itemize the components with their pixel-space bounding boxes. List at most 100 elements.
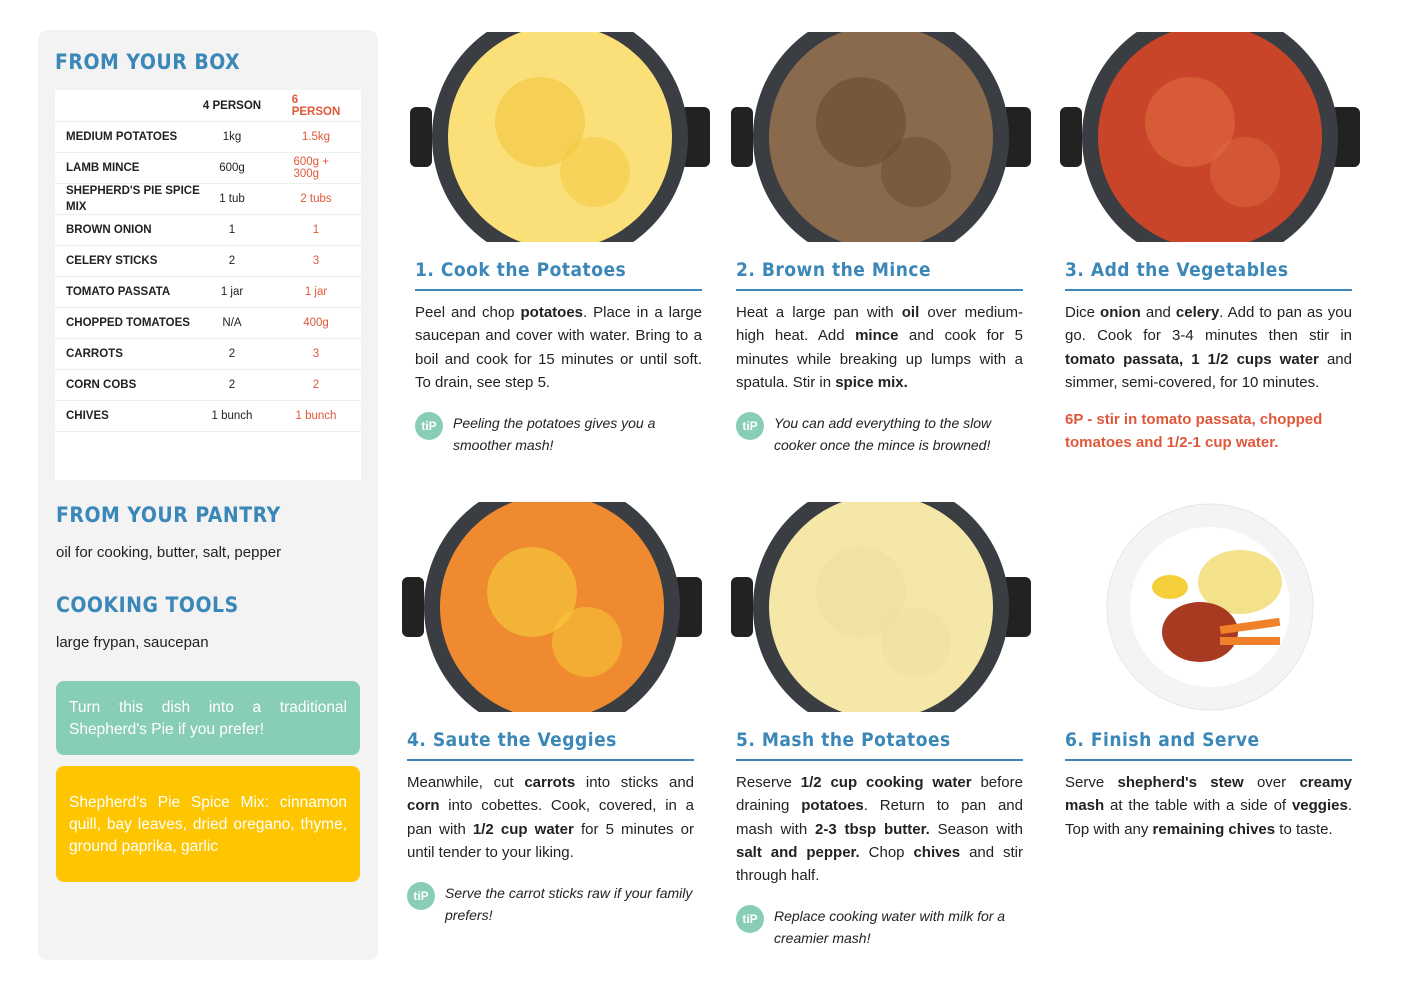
text-run: Reserve: [736, 774, 801, 791]
text-run: remaining chives: [1152, 820, 1276, 838]
table-cell: 1 bunch: [295, 409, 337, 422]
text-run: celery: [1175, 304, 1220, 321]
table-row: TOMATO PASSATA 1 jar 1 jar: [55, 276, 361, 308]
step: 3. Add the Vegetables Dice onion and cele…: [1065, 257, 1352, 455]
text-run: Season with: [929, 820, 1023, 838]
text-run: into cobettes. Cook, covered, in a pan w…: [407, 797, 694, 838]
tip-icon: tiP: [415, 412, 443, 441]
table-row: BROWN ONION 1 1: [55, 214, 361, 246]
step-photo: [1060, 32, 1360, 242]
note-box: Turn this dish into a traditional Shephe…: [56, 681, 360, 755]
step-photo: [410, 32, 710, 242]
step-text: Heat a large pan with oil over medium-hi…: [736, 301, 1023, 394]
table-row: CARROTS 2 3: [55, 338, 361, 370]
text-run: shepherd's stew: [1117, 774, 1244, 791]
tip-icon: tiP: [407, 882, 435, 911]
column-header: 6 PERSON: [291, 93, 341, 118]
text-run: Meanwhile, cut: [407, 774, 525, 791]
table-cell: 2: [228, 254, 236, 267]
text-run: to taste.: [1275, 820, 1333, 838]
step-title: 5. Mash the Potatoes: [736, 727, 1023, 761]
text-run: . Top with any: [1065, 797, 1352, 838]
table-cell: CHIVES: [66, 409, 109, 422]
step-text: Meanwhile, cut carrots into sticks and c…: [407, 771, 694, 864]
step: 5. Mash the Potatoes Reserve 1/2 cup cook…: [736, 727, 1023, 949]
table-cell: 2: [228, 378, 236, 391]
tip: tiP Replace cooking water with milk for a…: [736, 905, 1023, 949]
step-text: Serve shepherd's stew over creamy mash a…: [1065, 771, 1352, 841]
step-photo: [731, 32, 1031, 242]
table-cell: 3: [312, 254, 320, 267]
step-title: 3. Add the Vegetables: [1065, 257, 1352, 291]
table-cell: MEDIUM POTATOES: [66, 130, 178, 143]
text-run: . Add to pan as you go. Cook for 3-4 min…: [1065, 304, 1352, 345]
table-cell: 400g: [303, 316, 329, 329]
table-cell: SHEPHERD'S PIE SPICE MIX: [66, 184, 200, 213]
step: 6. Finish and Serve Serve shepherd's stew…: [1065, 727, 1352, 841]
text-run: and simmer, semi-covered, for 10 minutes…: [1065, 350, 1352, 391]
text-run: potatoes: [801, 797, 864, 815]
table-cell: 600g + 300g: [293, 155, 330, 180]
pantry-title: FROM YOUR PANTRY: [56, 503, 281, 527]
step-photo: [402, 502, 702, 712]
note-box: Shepherd's Pie Spice Mix: cinnamon quill…: [56, 766, 360, 882]
step-text: Reserve 1/2 cup cooking water before dra…: [736, 771, 1023, 887]
table-cell: 1 tub: [219, 192, 245, 205]
table-cell: 1 jar: [220, 285, 244, 298]
text-run: creamy mash: [1065, 774, 1352, 815]
step-photo: [731, 502, 1031, 712]
text-run: Heat a large pan with: [736, 304, 902, 321]
step-text: Dice onion and celery. Add to pan as you…: [1065, 301, 1352, 394]
text-run: . Place in a large saucepan and cover wi…: [415, 304, 703, 391]
tools-title: COOKING TOOLS: [56, 593, 239, 617]
step: 4. Saute the Veggies Meanwhile, cut carro…: [407, 727, 694, 926]
text-run: spice mix.: [835, 373, 908, 391]
text-run: onion: [1100, 304, 1141, 321]
text-run: Peel and chop: [415, 304, 521, 321]
text-run: 1/2 cup cooking water: [800, 774, 972, 791]
table-row: MEDIUM POTATOES 1kg 1.5kg: [55, 121, 361, 153]
text-run: at the table with a side of: [1104, 797, 1292, 815]
text-run: mince: [855, 327, 899, 345]
step: 2. Brown the Mince Heat a large pan with …: [736, 257, 1023, 456]
text-run: oil: [901, 304, 920, 321]
text-run: into sticks and: [575, 774, 695, 791]
text-run: chives: [913, 843, 961, 861]
table-cell: 1.5kg: [301, 130, 331, 143]
table-cell: 1kg: [222, 130, 242, 143]
tip: tiP You can add everything to the slow co…: [736, 412, 1023, 456]
tip-text: Peeling the potatoes gives you a smoothe…: [453, 415, 656, 454]
text-run: veggies: [1291, 797, 1348, 815]
table-row: CHOPPED TOMATOES N/A 400g: [55, 307, 361, 339]
text-run: and cook for 5 minutes while breaking up…: [736, 327, 1023, 391]
table-cell: 1 bunch: [211, 409, 253, 422]
text-run: potatoes: [520, 304, 584, 321]
table-cell: 2 tubs: [300, 192, 332, 205]
table-cell: LAMB MINCE: [66, 161, 140, 174]
tip-text: You can add everything to the slow cooke…: [774, 415, 992, 454]
text-run: salt and pepper.: [736, 843, 860, 861]
table-cell: CHOPPED TOMATOES: [66, 316, 190, 329]
table-cell: 600g: [219, 161, 245, 174]
tip-text: Replace cooking water with milk for a cr…: [774, 908, 1006, 947]
tools-text: large frypan, saucepan: [56, 634, 209, 651]
step-title: 6. Finish and Serve: [1065, 727, 1352, 761]
text-run: for 5 minutes or until tender to your li…: [407, 820, 694, 861]
table-row: CHIVES 1 bunch 1 bunch: [55, 400, 361, 432]
table-cell: BROWN ONION: [66, 223, 152, 236]
text-run: and stir through half.: [736, 843, 1024, 885]
text-run: 1/2 cup water: [472, 820, 574, 838]
ingredient-table: 4 PERSON 6 PERSON MEDIUM POTATOES 1kg 1.5kg L…: [55, 90, 361, 480]
step-note: 6P - stir in tomato passata, chopped tom…: [1065, 411, 1323, 452]
table-row: LAMB MINCE 600g 600g + 300g: [55, 152, 361, 184]
column-header: 4 PERSON: [202, 99, 262, 112]
text-run: before draining: [736, 774, 1023, 815]
text-run: over: [1243, 774, 1300, 791]
step-title: 2. Brown the Mince: [736, 257, 1023, 291]
tip-icon: tiP: [736, 905, 764, 934]
table-cell: N/A: [222, 316, 242, 329]
text-run: 2-3 tbsp butter.: [815, 820, 930, 838]
step-photo: [1106, 503, 1314, 711]
text-run: over medium-high heat. Add: [736, 304, 1024, 345]
